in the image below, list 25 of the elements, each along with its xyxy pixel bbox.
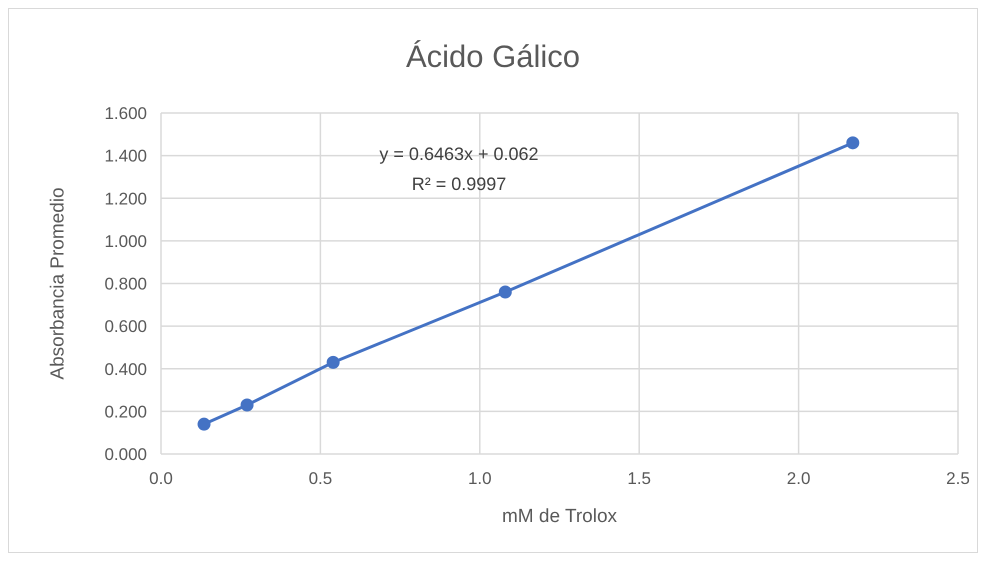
y-tick-label: 1.000 bbox=[104, 232, 147, 251]
y-tick-label: 1.200 bbox=[104, 189, 147, 208]
point bbox=[846, 136, 860, 150]
y-axis-title: Absorbancia Promedio bbox=[48, 187, 69, 380]
annotation: R² = 0.9997 bbox=[410, 173, 508, 196]
point bbox=[240, 398, 254, 412]
y-tick-label: 0.000 bbox=[104, 445, 147, 464]
x-tick-label: 1.0 bbox=[468, 469, 492, 488]
annotation: y = 0.6463x + 0.062 bbox=[378, 143, 540, 166]
y-tick-label: 0.600 bbox=[104, 317, 147, 336]
y-tick-label: 1.600 bbox=[104, 104, 147, 124]
x-tick-label: 1.5 bbox=[627, 469, 652, 488]
point bbox=[326, 356, 340, 369]
y-tick-label: 1.400 bbox=[104, 146, 147, 166]
x-tick-label: 2.5 bbox=[946, 469, 970, 488]
x-tick-label: 0.0 bbox=[149, 469, 173, 488]
point bbox=[498, 286, 512, 299]
x-axis-title: mM de Trolox bbox=[502, 506, 618, 527]
y-tick-label: 0.200 bbox=[104, 402, 147, 422]
y-tick-label: 0.800 bbox=[104, 274, 147, 294]
x-tick-label: 2.0 bbox=[786, 469, 810, 488]
point bbox=[198, 418, 211, 431]
chart-title: Ácido Gálico bbox=[404, 39, 582, 75]
y-tick-label: 0.400 bbox=[104, 360, 147, 379]
x-tick-label: 0.5 bbox=[308, 469, 332, 488]
